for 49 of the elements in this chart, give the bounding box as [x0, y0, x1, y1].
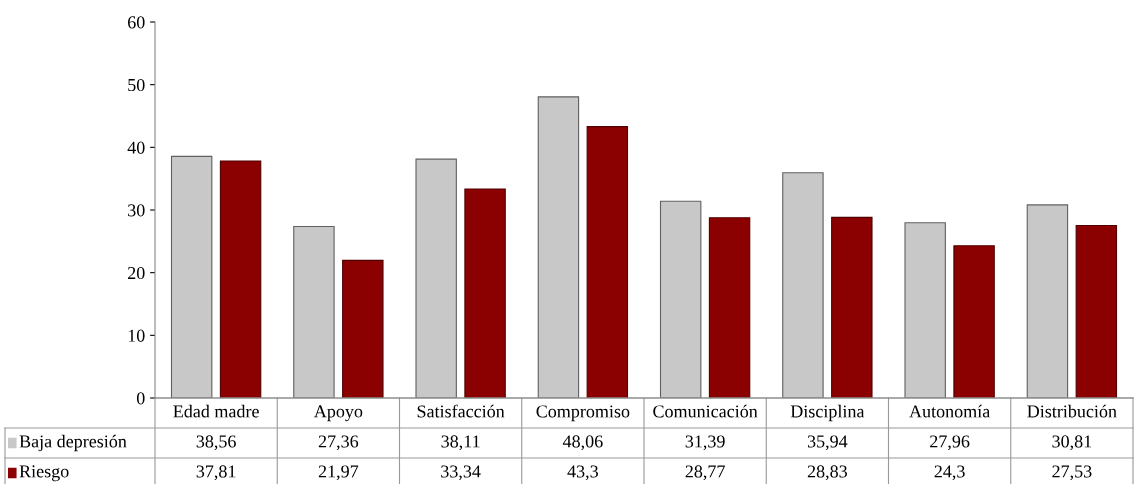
bar	[782, 172, 824, 398]
data-label: 37,81	[196, 465, 236, 481]
y-tick-label: 10	[128, 329, 145, 342]
y-tick-label: 40	[127, 141, 145, 154]
data-label: 35,94	[807, 435, 848, 451]
bar	[464, 188, 506, 398]
data-label: 31,39	[685, 435, 725, 451]
x-tick-label: Satisfacción	[417, 404, 505, 418]
bar	[708, 217, 751, 398]
data-label: 33,34	[441, 465, 481, 481]
x-tick-label: Edad madre	[173, 404, 259, 418]
bar	[293, 225, 335, 398]
data-label: 21,97	[318, 465, 359, 481]
data-label: 30,81	[1052, 435, 1092, 451]
bar	[586, 126, 629, 398]
bar	[537, 96, 580, 398]
data-label: 28,77	[685, 465, 725, 481]
x-tick-label: Disciplina	[790, 404, 865, 422]
data-label: 28,83	[807, 465, 847, 481]
bar	[342, 259, 384, 398]
y-tick-label: 0	[136, 392, 145, 405]
bar	[904, 222, 946, 398]
y-tick-label: 60	[128, 16, 145, 29]
y-tick-label: 50	[128, 78, 145, 92]
x-tick-label: Compromiso	[536, 405, 630, 422]
data-label: 27,53	[1052, 465, 1092, 481]
legend-label: Riesgo	[19, 465, 69, 482]
bar	[1075, 224, 1118, 398]
data-label: 38,11	[441, 435, 480, 451]
data-label: 48,06	[562, 435, 603, 451]
data-label: 38,56	[196, 435, 236, 451]
x-tick-label: Distribución	[1027, 404, 1117, 418]
y-tick-label: 30	[128, 204, 145, 217]
bar	[1026, 204, 1069, 398]
bar	[953, 245, 995, 398]
data-label: 27,36	[318, 435, 359, 451]
x-tick-label: Autonomía	[909, 404, 990, 418]
bar	[170, 155, 213, 398]
x-tick-label: Comunicación	[653, 404, 758, 418]
bar	[219, 160, 262, 398]
y-tick-label: 20	[128, 266, 145, 280]
bar	[659, 200, 702, 398]
data-label: 43,3	[567, 465, 598, 481]
bar	[415, 158, 457, 398]
bar	[831, 216, 873, 398]
legend-label: Baja depresión	[19, 434, 127, 452]
data-label: 24,3	[934, 465, 965, 481]
data-label: 27,96	[930, 435, 970, 451]
x-tick-label: Apoyo	[313, 405, 363, 422]
